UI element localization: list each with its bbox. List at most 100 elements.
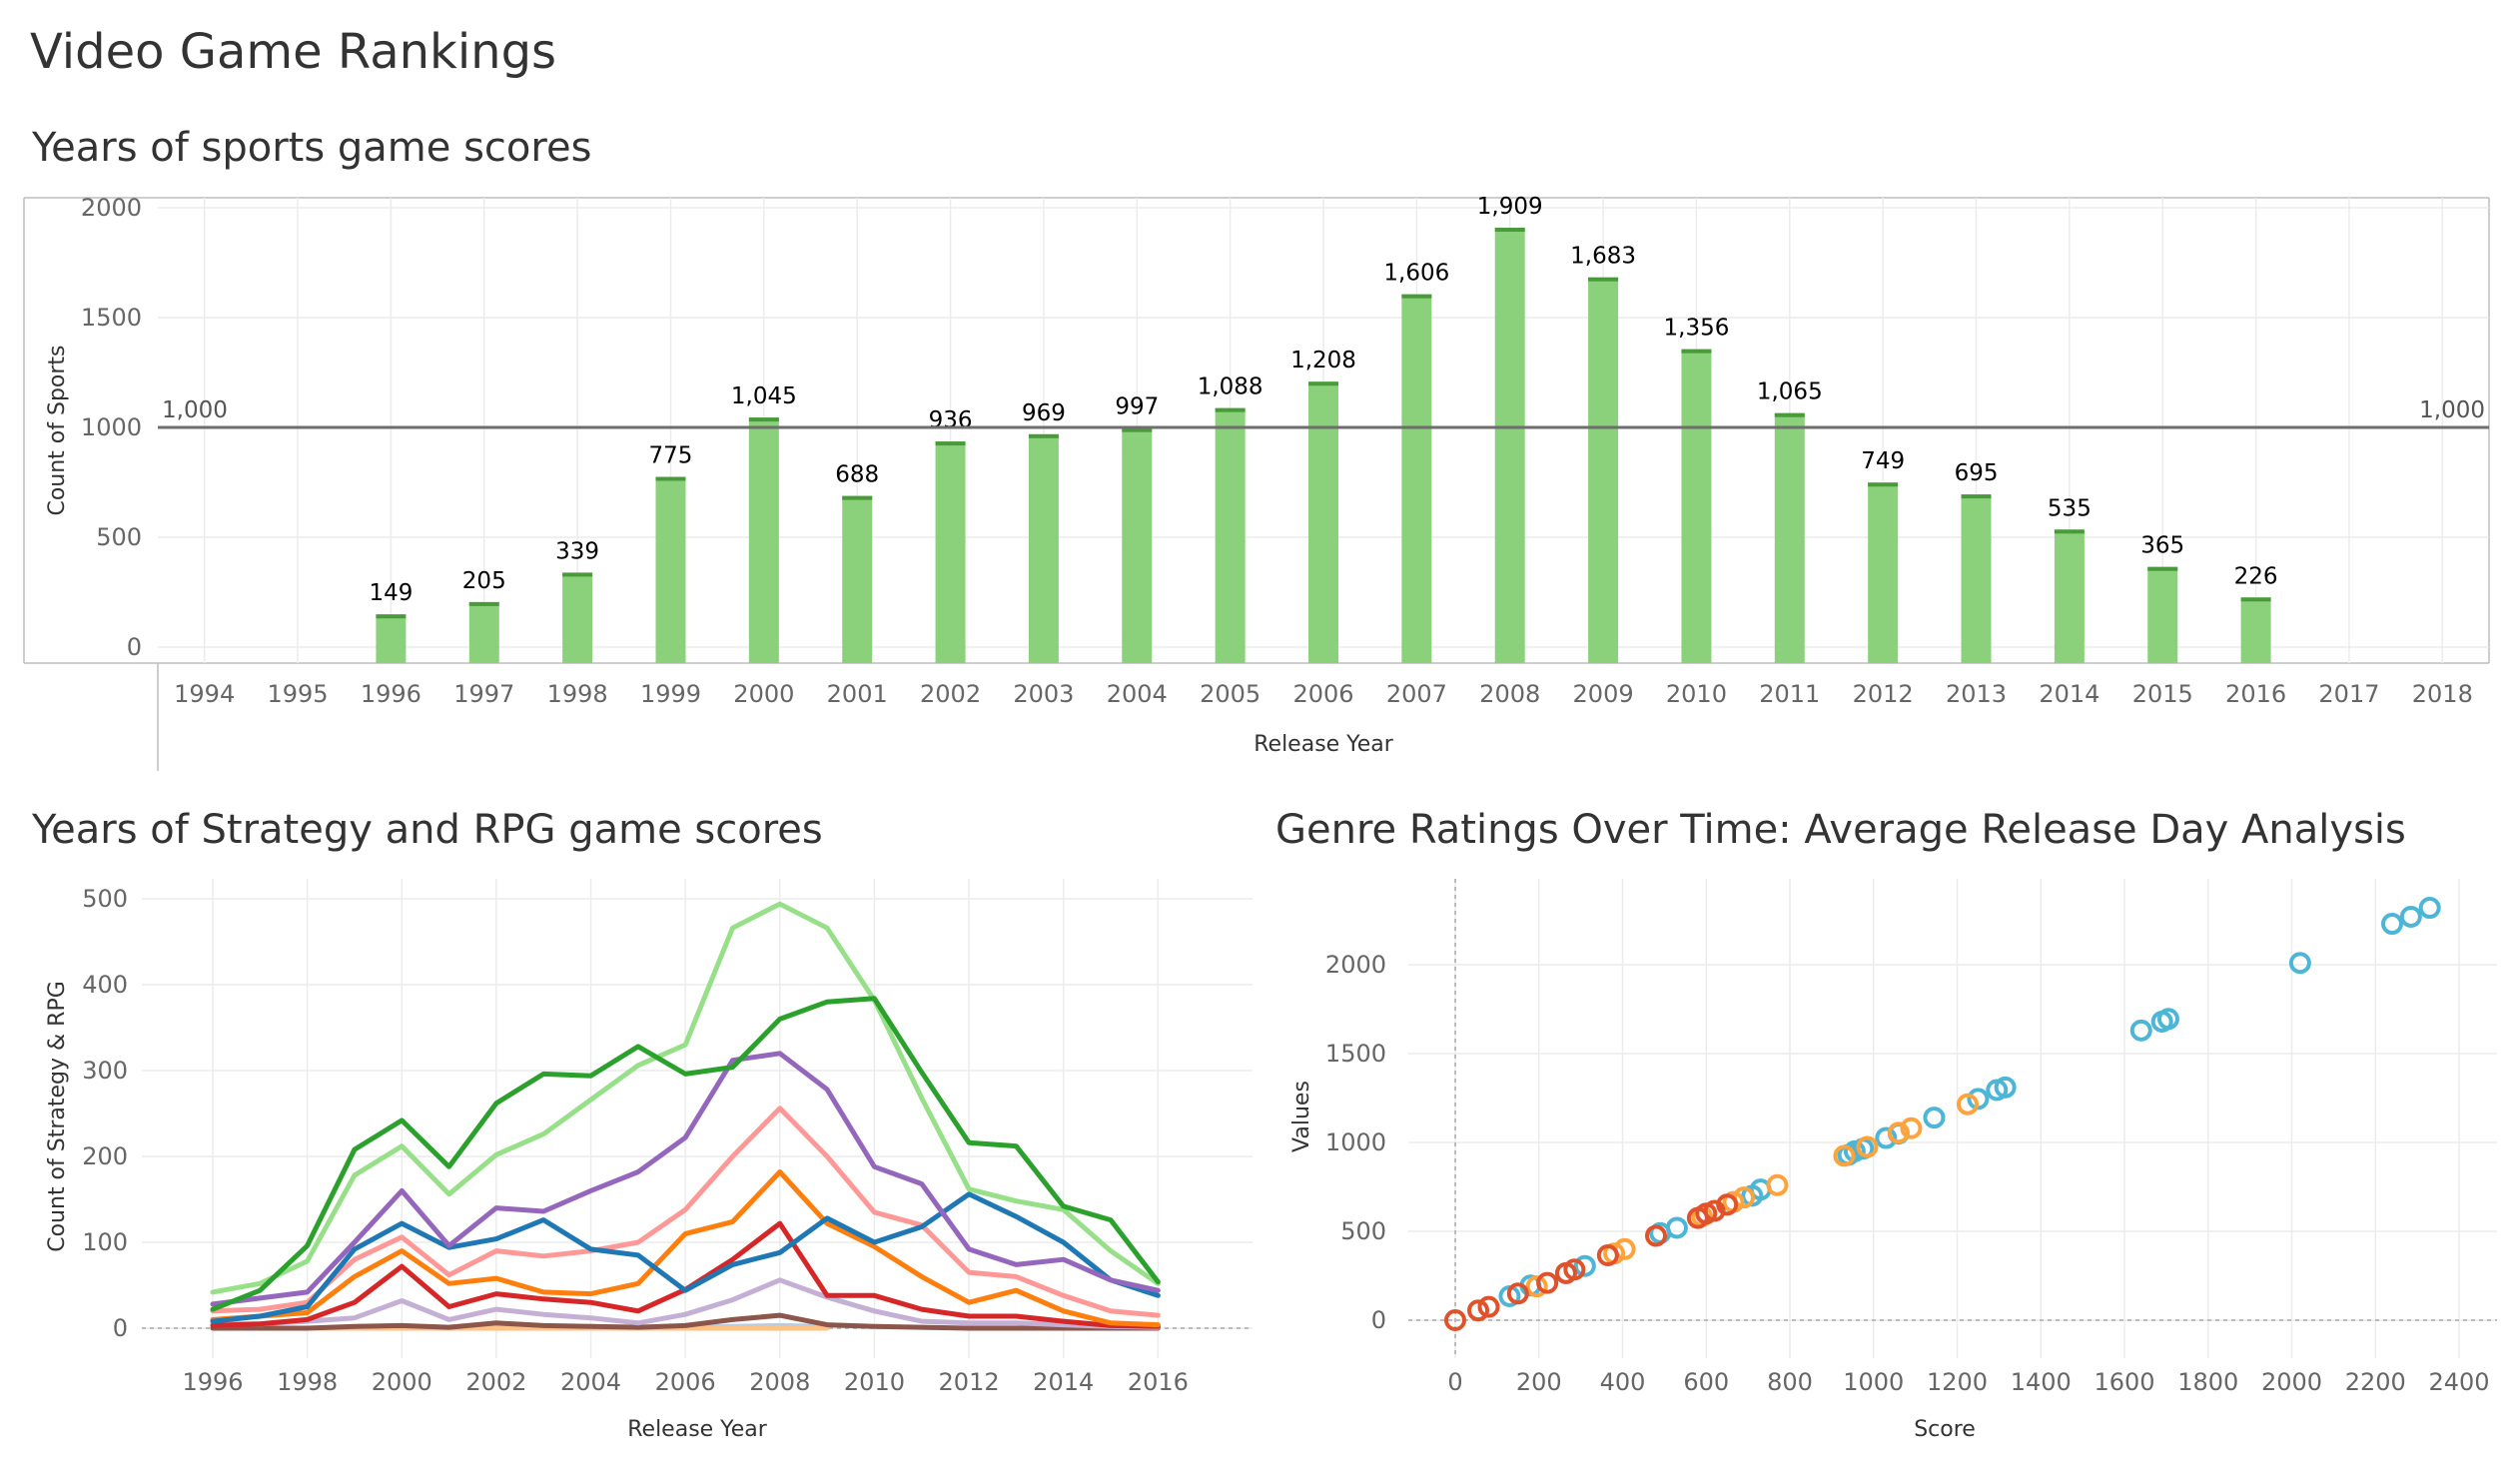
x-tick-label: 1600 — [2094, 1368, 2154, 1396]
x-tick-label: 1200 — [1927, 1368, 1988, 1396]
scatter-point — [1887, 1121, 1910, 1144]
bar-top-edge — [935, 441, 966, 446]
x-tick-label: 2010 — [844, 1368, 905, 1396]
bar-value-label: 365 — [2140, 533, 2184, 559]
x-tick-label: 2000 — [2261, 1368, 2322, 1396]
x-tick-label: 2000 — [372, 1368, 432, 1396]
x-tick-label: 2008 — [749, 1368, 810, 1396]
y-axis-title: Values — [1289, 1081, 1314, 1152]
scatter-point — [2288, 952, 2311, 975]
series-line — [210, 1277, 1161, 1330]
x-tick-label: 2011 — [1759, 680, 1820, 708]
scatter-point — [1506, 1282, 1529, 1305]
dashboard-title: Video Game Rankings — [30, 24, 557, 80]
y-tick-label: 2000 — [1325, 951, 1386, 979]
x-tick-label: 2010 — [1666, 680, 1727, 708]
bar-value-label: 1,088 — [1198, 374, 1263, 400]
y-tick-label: 100 — [82, 1228, 128, 1256]
x-tick-label: 2400 — [2428, 1368, 2489, 1396]
bar — [842, 495, 873, 663]
x-tick-label: 2004 — [1107, 680, 1168, 708]
bar-top-edge — [2240, 597, 2271, 602]
x-tick-label: 2007 — [1386, 680, 1447, 708]
bar — [562, 572, 593, 663]
scatter-point — [1477, 1295, 1500, 1318]
bar-value-label: 1,909 — [1477, 194, 1543, 220]
bar-top-edge — [2054, 529, 2085, 534]
x-tick-label: 2009 — [1573, 680, 1634, 708]
x-axis-title: Release Year — [1254, 732, 1393, 757]
x-tick-label: 2002 — [920, 680, 981, 708]
y-tick-label: 1500 — [1325, 1040, 1386, 1068]
x-tick-label: 2017 — [2318, 680, 2379, 708]
series-line — [210, 1169, 1161, 1328]
y-tick-label: 300 — [82, 1057, 128, 1085]
bar-top-edge — [1868, 482, 1899, 487]
y-tick-label: 500 — [82, 885, 128, 913]
bar-top-edge — [748, 417, 779, 422]
bar-value-label: 775 — [649, 443, 693, 469]
bar — [1401, 294, 1432, 663]
scatter-point — [2418, 897, 2441, 920]
bar-top-edge — [1308, 381, 1338, 386]
x-tick-label: 2012 — [939, 1368, 1000, 1396]
bar — [1681, 349, 1712, 663]
bar-value-label: 1,208 — [1290, 348, 1356, 373]
x-tick-label: 1996 — [361, 680, 421, 708]
series-line — [210, 901, 1161, 1295]
scatter-point — [1444, 1309, 1466, 1331]
x-tick-label: 2012 — [1853, 680, 1914, 708]
scatter-point — [1645, 1224, 1667, 1247]
bar — [1122, 427, 1153, 663]
reference-line-label-left: 1,000 — [162, 397, 228, 423]
bar — [1868, 482, 1899, 663]
x-tick-label: 1995 — [268, 680, 329, 708]
bar — [1774, 412, 1805, 663]
bar-value-label: 1,683 — [1570, 244, 1636, 270]
y-tick-label: 1000 — [1325, 1128, 1386, 1156]
bar — [655, 476, 686, 663]
bar-top-edge — [376, 614, 407, 619]
bar — [2147, 566, 2178, 663]
scatter-point — [1900, 1116, 1923, 1139]
y-axis-title: Count of Strategy & RPG — [45, 981, 70, 1252]
scatter-point — [1856, 1135, 1879, 1158]
bar-value-label: 1,606 — [1383, 261, 1449, 287]
bar-value-label: 749 — [1861, 448, 1905, 474]
bar — [1588, 277, 1619, 663]
x-tick-label: 2005 — [1200, 680, 1260, 708]
bar — [1028, 433, 1059, 663]
bar-top-edge — [2147, 566, 2178, 571]
bar-top-edge — [468, 601, 499, 606]
x-tick-label: 1994 — [174, 680, 235, 708]
bar-value-label: 936 — [929, 407, 973, 433]
bar-value-label: 1,065 — [1757, 379, 1823, 405]
bar-value-label: 969 — [1022, 400, 1066, 426]
bar — [468, 601, 499, 663]
x-tick-label: 1800 — [2177, 1368, 2238, 1396]
y-tick-label: 200 — [82, 1142, 128, 1170]
scatter-point — [1665, 1216, 1688, 1239]
bar — [748, 417, 779, 663]
bar-value-label: 997 — [1115, 394, 1159, 420]
y-tick-label: 0 — [113, 1314, 128, 1342]
bar-value-label: 695 — [1955, 460, 1999, 486]
bar-top-edge — [1122, 427, 1153, 432]
x-tick-label: 2015 — [2132, 680, 2193, 708]
strategy-rpg-chart-title: Years of Strategy and RPG game scores — [32, 807, 823, 853]
bar-value-label: 1,045 — [731, 383, 797, 409]
scatter-point — [2399, 905, 2422, 928]
scatter-point — [1766, 1173, 1789, 1196]
scatter-point — [1596, 1244, 1619, 1267]
scatter-point — [2129, 1019, 2152, 1042]
x-tick-label: 400 — [1600, 1368, 1646, 1396]
y-tick-label: 0 — [127, 633, 142, 661]
bar-top-edge — [1028, 433, 1059, 438]
bar — [1961, 494, 1992, 663]
x-tick-label: 1998 — [547, 680, 608, 708]
scatter-point — [1536, 1271, 1559, 1294]
x-tick-label: 2013 — [1946, 680, 2007, 708]
scatter-point — [1923, 1107, 1946, 1129]
